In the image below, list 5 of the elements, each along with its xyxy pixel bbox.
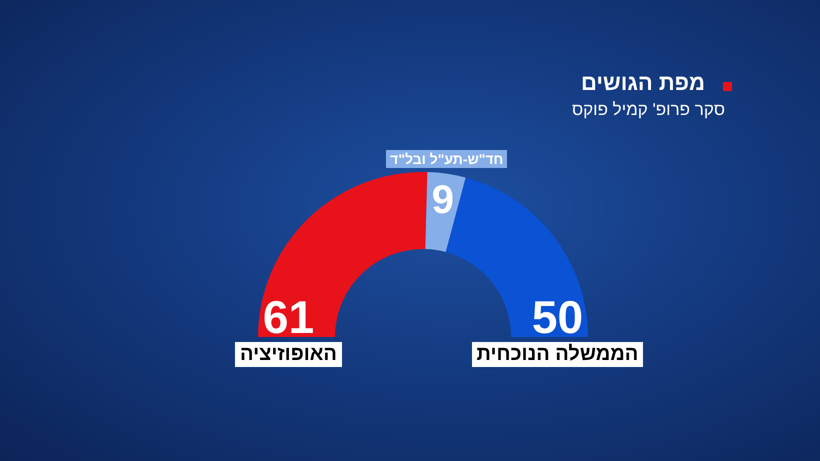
subtitle: סקר פרופ' קמיל פוקס bbox=[572, 100, 725, 120]
data-label: 9 bbox=[432, 178, 454, 222]
data-label: 61 bbox=[262, 291, 314, 343]
data-label: 50 bbox=[532, 291, 584, 343]
title: מפת הגושים bbox=[580, 70, 705, 96]
